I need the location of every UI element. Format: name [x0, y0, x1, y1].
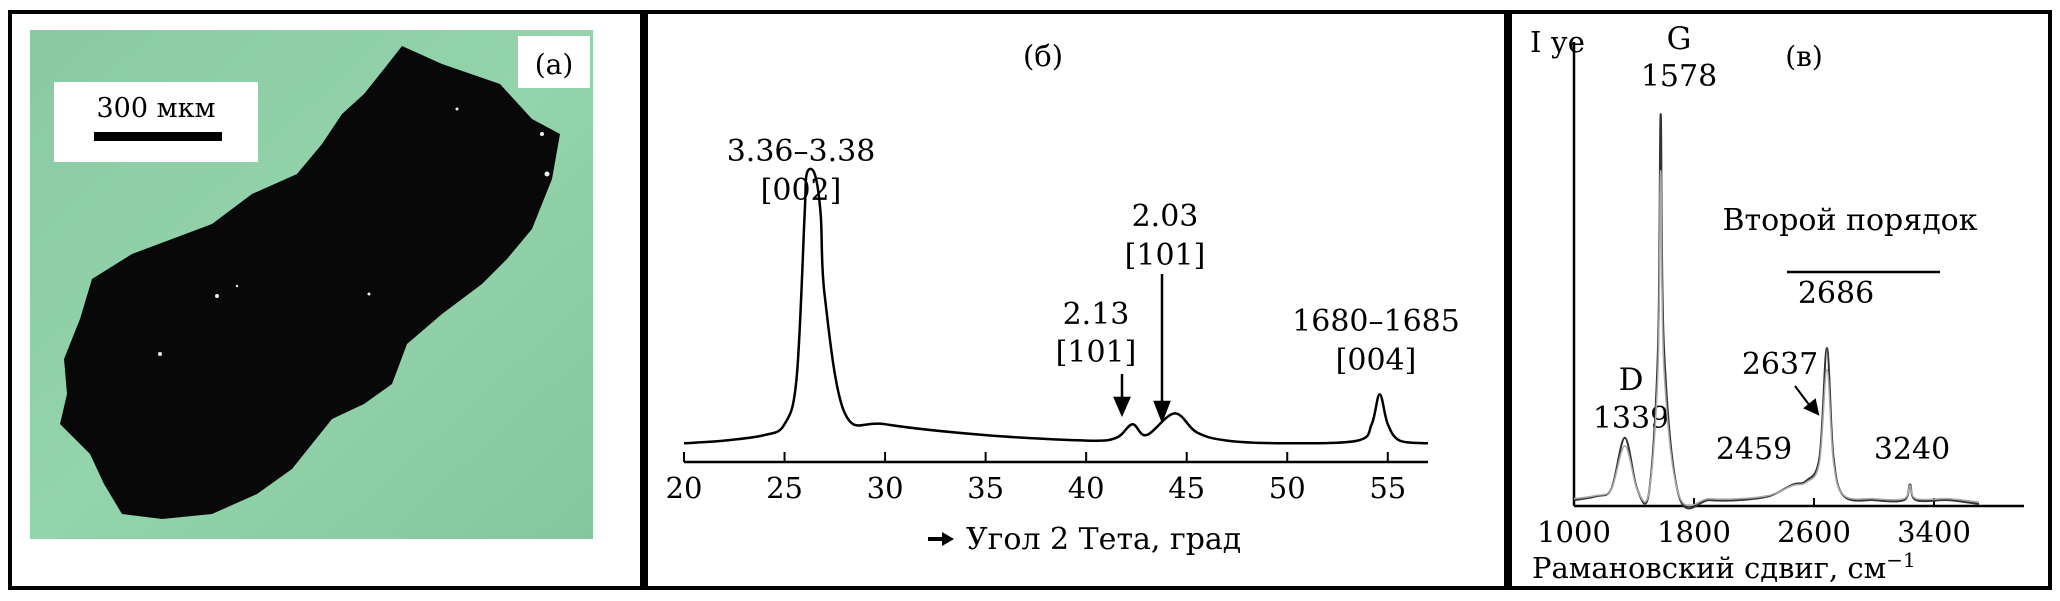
micrograph-image: (а) 300 мкм	[30, 30, 593, 539]
panel-c-label: (в)	[1785, 40, 1823, 73]
x-ticks: 20 25 30 35 40 45 50 55	[666, 452, 1406, 505]
x-axis-label-sup: −1	[1886, 548, 1915, 572]
ann-3240: 3240	[1874, 432, 1950, 467]
scale-bar-label: 300 мкм	[97, 93, 216, 124]
ann-101b-line2: [101]	[1125, 238, 1206, 273]
x-tick-label: 1800	[1657, 515, 1731, 549]
panel-a: (а) 300 мкм	[8, 10, 644, 590]
scale-bar-box	[54, 82, 258, 162]
raman-series-line-faint	[1573, 169, 1980, 507]
x-tick-label: 25	[766, 471, 803, 505]
second-order-label: Второй порядок	[1723, 203, 1978, 238]
xrd-series-line	[683, 167, 1429, 445]
x-tick-label: 3400	[1897, 515, 1971, 549]
x-axis-label: Угол 2 Тета, град	[928, 522, 1241, 557]
x-tick-label: 40	[1068, 471, 1105, 505]
label-a-box	[518, 36, 590, 88]
raman-chart: I уе (в) G 1578 D 1339 Второй порядок 26…	[1530, 21, 2024, 585]
arrow-2637-line	[1794, 385, 1811, 407]
x-axis-label-text: Угол 2 Тета, град	[966, 522, 1241, 557]
ann-004-line1: 1680–1685	[1292, 304, 1460, 339]
panel-b: (б) 3.36–3.38 [002] 2.13 [101] 2.03 [101…	[644, 10, 1508, 590]
x-tick-label: 2600	[1777, 515, 1851, 549]
x-tick-label: 1000	[1537, 515, 1611, 549]
flake-highlights	[158, 107, 550, 356]
xlabel-arrow-head	[942, 532, 954, 546]
x-axis-label: Рамановский сдвиг, см−1	[1532, 548, 1916, 585]
ann-2637: 2637	[1742, 347, 1818, 382]
arrow-101b-head	[1153, 400, 1171, 424]
panel-c: I уе (в) G 1578 D 1339 Второй порядок 26…	[1508, 10, 2052, 590]
ann-101a-line2: [101]	[1056, 335, 1137, 370]
x-tick-label: 30	[867, 471, 904, 505]
ann-2459: 2459	[1716, 432, 1792, 467]
ann-G-line1: G	[1667, 21, 1692, 57]
ann-101a-line1: 2.13	[1063, 297, 1130, 332]
x-tick-label: 50	[1269, 471, 1306, 505]
ann-G-line2: 1578	[1641, 59, 1717, 94]
ann-D-line1: D	[1619, 362, 1644, 398]
x-tick-label: 20	[666, 471, 703, 505]
ann-004-line2: [004]	[1336, 343, 1417, 378]
peak-arrows	[1113, 274, 1171, 424]
x-ticks: 1000 1800 2600 3400	[1537, 498, 1971, 549]
panel-a-label: (а)	[535, 48, 574, 81]
x-axis-label-text: Рамановский сдвиг, см	[1532, 551, 1886, 585]
panel-b-label: (б)	[1023, 39, 1063, 73]
ann-002-line2: [002]	[761, 173, 842, 208]
ann-002-line1: 3.36–3.38	[727, 134, 876, 169]
raman-series-line	[1573, 112, 1980, 510]
arrow-2637	[1794, 385, 1820, 416]
y-axis-label: I уе	[1530, 25, 1585, 59]
flake-shape	[60, 46, 560, 519]
scale-bar	[94, 132, 222, 141]
arrow-2637-head	[1803, 398, 1820, 416]
ann-D-line2: 1339	[1593, 401, 1669, 436]
ann-2686: 2686	[1798, 276, 1874, 311]
x-tick-label: 35	[967, 471, 1004, 505]
ann-101b-line1: 2.03	[1132, 199, 1199, 234]
x-tick-label: 45	[1168, 471, 1205, 505]
x-tick-label: 55	[1369, 471, 1406, 505]
xrd-chart: (б) 3.36–3.38 [002] 2.13 [101] 2.03 [101…	[666, 39, 1460, 557]
arrow-101a-head	[1113, 396, 1131, 418]
